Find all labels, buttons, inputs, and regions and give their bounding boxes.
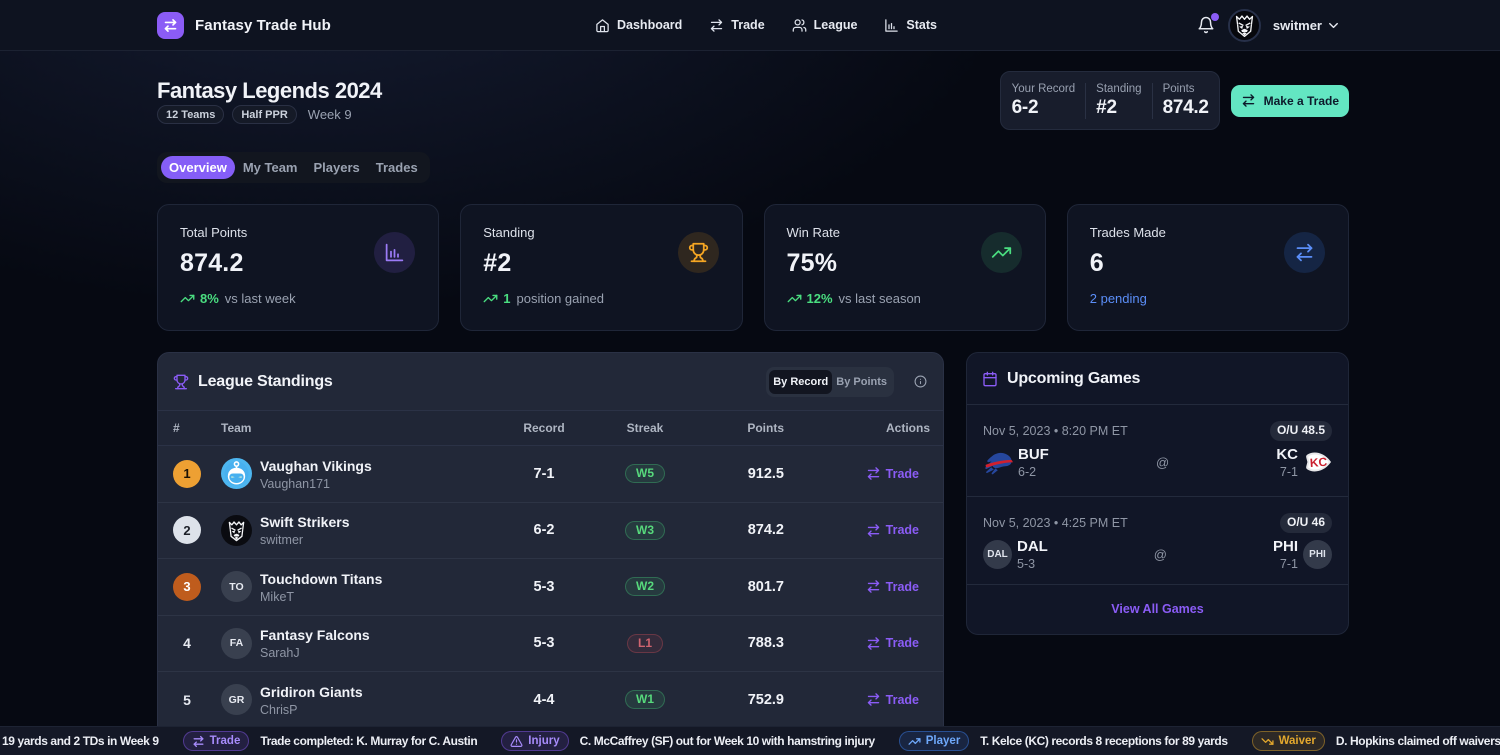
svg-text:KC: KC — [1309, 455, 1328, 470]
